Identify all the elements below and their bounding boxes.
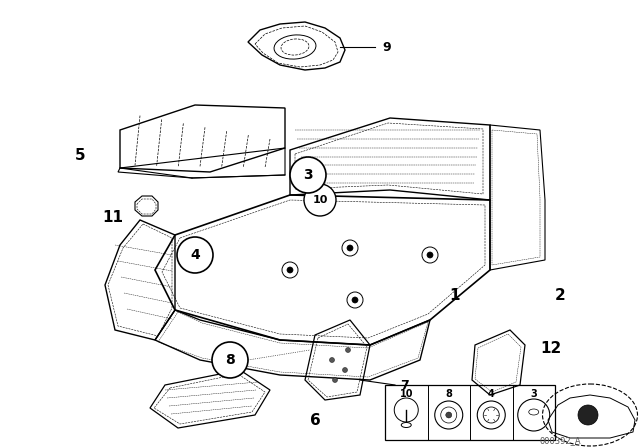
Circle shape [578, 405, 598, 425]
Circle shape [177, 237, 213, 273]
Text: 10: 10 [312, 195, 328, 205]
Text: 10: 10 [399, 389, 413, 399]
Circle shape [342, 367, 348, 372]
Circle shape [330, 358, 335, 362]
Text: 000392_A: 000392_A [539, 436, 581, 445]
Text: 5: 5 [75, 147, 85, 163]
Text: 8: 8 [225, 353, 235, 367]
Text: 3: 3 [303, 168, 313, 182]
Circle shape [333, 378, 337, 383]
Circle shape [212, 342, 248, 378]
Text: 11: 11 [102, 210, 124, 224]
Text: 4: 4 [488, 389, 495, 399]
Circle shape [347, 245, 353, 251]
Circle shape [287, 267, 293, 273]
Bar [385, 385, 555, 440]
Circle shape [352, 297, 358, 303]
Text: 6: 6 [310, 413, 321, 427]
Text: 12: 12 [540, 340, 561, 356]
Text: 7: 7 [400, 379, 409, 392]
Circle shape [304, 184, 336, 216]
Text: 2: 2 [555, 288, 565, 302]
Circle shape [427, 252, 433, 258]
Text: 3: 3 [531, 389, 537, 399]
Text: 8: 8 [445, 389, 452, 399]
Circle shape [290, 157, 326, 193]
Ellipse shape [401, 422, 412, 427]
Text: 9: 9 [382, 40, 390, 53]
Circle shape [346, 348, 351, 353]
Text: 4: 4 [190, 248, 200, 262]
Circle shape [445, 412, 452, 418]
Text: 1: 1 [450, 288, 460, 302]
